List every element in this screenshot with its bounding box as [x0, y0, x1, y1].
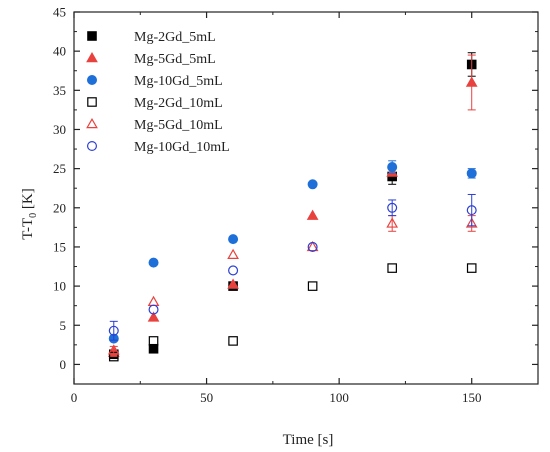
data-point [466, 205, 477, 216]
data-point [387, 263, 397, 273]
data-point [466, 168, 477, 179]
y-tick-label: 30 [53, 122, 66, 137]
data-point [228, 234, 239, 245]
y-axis-title-main: T-T [20, 218, 36, 240]
series-Mg-5Gd_10mL [107, 215, 478, 355]
y-tick-label: 35 [53, 83, 66, 98]
legend-label: Mg-5Gd_5mL [134, 52, 216, 67]
data-point [465, 217, 478, 228]
legend: Mg-2Gd_5mL Mg-5Gd_5mL Mg-10Gd_5mL Mg-2Gd_10… [86, 30, 230, 155]
data-point [228, 265, 239, 276]
data-marks [107, 52, 478, 362]
y-axis-title: T-T0 [K] [20, 188, 39, 240]
y-tick-label: 15 [53, 239, 66, 254]
legend-label: Mg-2Gd_5mL [134, 30, 216, 45]
legend-marker [86, 140, 98, 152]
data-point [387, 162, 398, 173]
legend-label: Mg-2Gd_10mL [134, 96, 223, 111]
legend-item: Mg-5Gd_10mL [86, 117, 223, 133]
legend-marker [87, 31, 97, 41]
data-point [465, 76, 478, 87]
x-tick-label: 50 [200, 390, 213, 405]
y-tick-label: 25 [53, 161, 66, 176]
legend-label: Mg-5Gd_10mL [134, 118, 223, 133]
legend-item: Mg-10Gd_5mL [86, 74, 223, 89]
series-Mg-5Gd_5mL [107, 54, 478, 357]
legend-marker [87, 97, 97, 107]
legend-item: Mg-2Gd_10mL [87, 96, 223, 111]
y-axis-title-unit: [K] [20, 188, 36, 213]
data-point [108, 325, 119, 336]
x-tick-label: 0 [71, 390, 78, 405]
y-tick-label: 40 [53, 44, 66, 59]
axes: 0 50 100 150 0 5 10 15 20 25 30 35 40 45 [53, 5, 539, 405]
data-point [307, 281, 318, 291]
data-point [466, 263, 477, 273]
series-Mg-10Gd_5mL [108, 160, 477, 344]
series-Mg-10Gd_10mL [108, 193, 477, 341]
legend-label: Mg-10Gd_5mL [134, 74, 223, 89]
legend-item: Mg-10Gd_10mL [86, 140, 230, 155]
data-point [148, 304, 159, 315]
y-tick-label: 45 [53, 5, 66, 20]
data-point [386, 217, 399, 228]
legend-marker [86, 51, 98, 63]
legend-item: Mg-2Gd_5mL [87, 30, 216, 45]
data-point [147, 295, 160, 306]
data-point [107, 344, 120, 355]
legend-label: Mg-10Gd_10mL [134, 140, 230, 155]
plot-frame [73, 11, 539, 385]
x-tick-label: 100 [329, 390, 349, 405]
data-point [148, 336, 159, 346]
data-point [387, 202, 398, 213]
y-tick-label: 10 [53, 279, 66, 294]
x-axis-title: Time [s] [283, 432, 334, 448]
legend-marker [86, 117, 98, 129]
data-point [307, 241, 318, 252]
y-tick-label: 0 [60, 357, 67, 372]
data-point [148, 257, 159, 268]
data-point [227, 278, 239, 289]
y-tick-label: 20 [53, 200, 66, 215]
data-point [148, 343, 159, 354]
x-tick-label: 150 [462, 390, 482, 405]
legend-item: Mg-5Gd_5mL [86, 51, 216, 67]
data-point [307, 179, 318, 190]
y-axis-title-subscript: 0 [28, 213, 39, 218]
data-point [306, 240, 319, 252]
data-point [147, 311, 160, 322]
data-point [306, 209, 319, 220]
data-point [228, 336, 238, 346]
data-point [227, 248, 239, 260]
series-Mg-2Gd_10mL [108, 263, 477, 362]
y-tick-label: 5 [60, 318, 67, 333]
legend-marker [86, 74, 98, 86]
